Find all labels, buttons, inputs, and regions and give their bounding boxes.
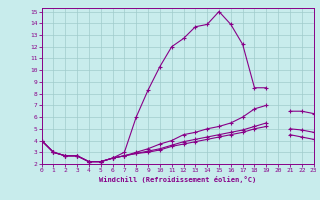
X-axis label: Windchill (Refroidissement éolien,°C): Windchill (Refroidissement éolien,°C) [99, 176, 256, 183]
